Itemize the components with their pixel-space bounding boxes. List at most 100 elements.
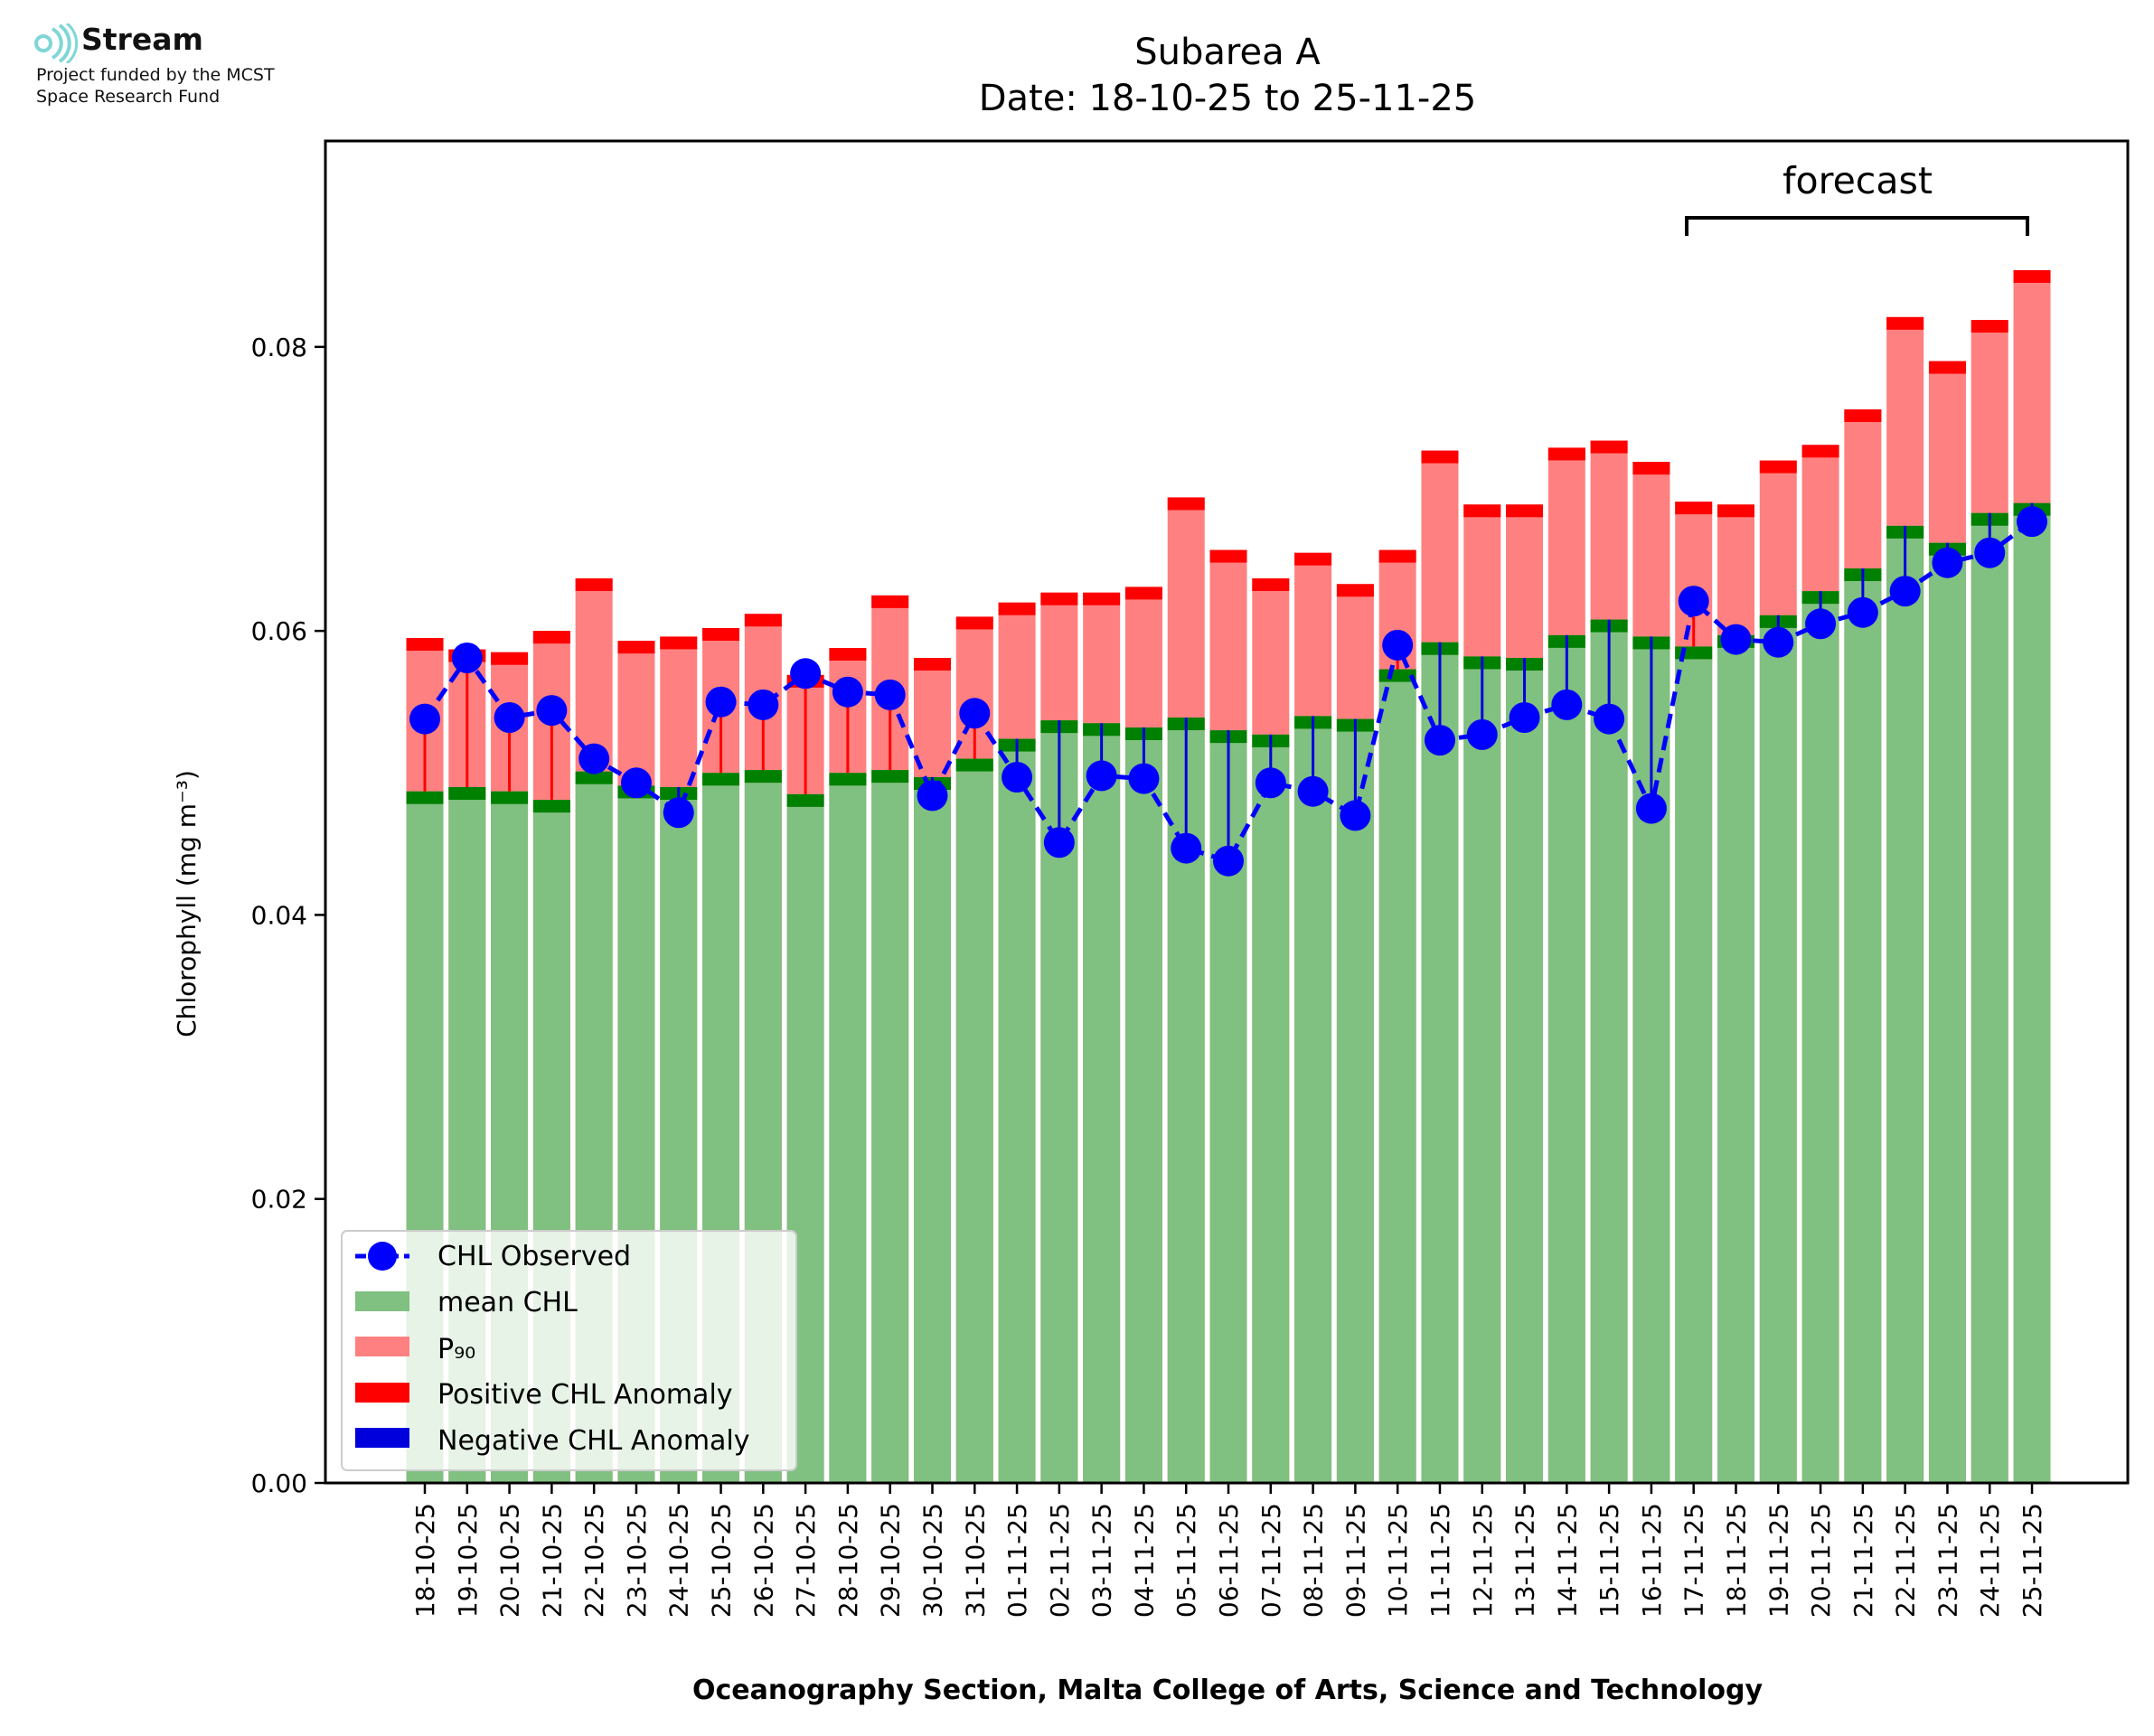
observed-point bbox=[917, 780, 948, 812]
mean-bar bbox=[1801, 591, 1839, 1483]
legend: CHL Observed mean CHL P₉₀ Positive CHL A… bbox=[341, 1230, 797, 1471]
p90-band bbox=[702, 628, 740, 641]
observed-point bbox=[1635, 793, 1667, 824]
chart-title: Subarea A bbox=[1134, 32, 1321, 73]
mean-bar bbox=[1083, 723, 1121, 1483]
legend-positive-swatch-icon bbox=[355, 1383, 409, 1403]
observed-point bbox=[748, 689, 779, 720]
bar-group-11-11-25 bbox=[1421, 450, 1459, 1484]
bar-group-14-11-25 bbox=[1547, 447, 1585, 1483]
p90-band bbox=[744, 614, 782, 627]
bar-group-31-10-25 bbox=[955, 616, 993, 1483]
y-tick-label: 0.06 bbox=[251, 616, 307, 646]
observed-point bbox=[1424, 725, 1455, 756]
observed-point bbox=[1340, 800, 1371, 831]
p90-band bbox=[1928, 361, 1966, 374]
forecast-label: forecast bbox=[1782, 159, 1933, 202]
y-axis: 0.00 0.02 0.04 0.06 0.08 bbox=[251, 333, 325, 1498]
mean-bar bbox=[1506, 658, 1544, 1483]
x-tick-label: 13-11-25 bbox=[1510, 1503, 1540, 1618]
legend-box bbox=[341, 1230, 797, 1471]
mean-bar bbox=[955, 758, 993, 1483]
bar-group-08-11-25 bbox=[1294, 552, 1332, 1483]
x-tick-label: 25-11-25 bbox=[2018, 1503, 2047, 1618]
bar-group-22-11-25 bbox=[1886, 316, 1924, 1483]
x-tick-label: 08-11-25 bbox=[1299, 1503, 1329, 1618]
p90-band bbox=[2013, 270, 2051, 283]
mean-bar bbox=[1294, 716, 1332, 1483]
x-tick-label: 18-10-25 bbox=[410, 1503, 440, 1618]
p90-band bbox=[913, 658, 951, 671]
p90-band bbox=[1971, 320, 2008, 333]
bar-group-09-11-25 bbox=[1336, 584, 1374, 1483]
x-tick-label: 24-11-25 bbox=[1975, 1503, 2005, 1618]
x-tick-label: 16-11-25 bbox=[1637, 1503, 1667, 1618]
y-tick-label: 0.08 bbox=[251, 333, 307, 362]
legend-item-positive: Positive CHL Anomaly bbox=[355, 1379, 733, 1411]
x-tick-label: 23-10-25 bbox=[622, 1503, 652, 1618]
p90-band bbox=[1252, 578, 1290, 591]
x-tick-label: 31-10-25 bbox=[960, 1503, 990, 1618]
p90-band bbox=[1421, 450, 1459, 464]
mean-band bbox=[786, 793, 824, 807]
legend-item-negative: Negative CHL Anomaly bbox=[355, 1425, 750, 1457]
p90-band bbox=[1759, 460, 1797, 474]
x-tick-label: 23-11-25 bbox=[1933, 1503, 1962, 1618]
p90-band bbox=[1886, 316, 1924, 330]
bar-group-07-11-25 bbox=[1252, 578, 1290, 1483]
stream-waves-icon bbox=[34, 23, 78, 63]
p90-band bbox=[1506, 504, 1544, 518]
legend-label-negative: Negative CHL Anomaly bbox=[437, 1425, 750, 1457]
observed-point bbox=[1002, 762, 1033, 793]
p90-band bbox=[1547, 447, 1585, 461]
mean-band bbox=[406, 791, 444, 804]
forecast-bracket bbox=[1685, 216, 2029, 236]
bar-group-15-11-25 bbox=[1590, 440, 1628, 1484]
p90-band bbox=[1590, 440, 1628, 454]
x-tick-label: 22-10-25 bbox=[579, 1503, 609, 1618]
observed-point bbox=[1297, 775, 1329, 807]
bar-group-28-10-25 bbox=[829, 648, 867, 1483]
bar-group-01-11-25 bbox=[998, 602, 1036, 1483]
observed-point bbox=[1086, 760, 1117, 792]
legend-label-mean: mean CHL bbox=[437, 1287, 578, 1318]
x-tick-label: 12-11-25 bbox=[1468, 1503, 1498, 1618]
mean-bar bbox=[1928, 542, 1966, 1483]
p90-band bbox=[871, 595, 909, 608]
mean-bar bbox=[1378, 669, 1416, 1483]
x-tick-label: 04-11-25 bbox=[1129, 1503, 1159, 1618]
bar-group-06-11-25 bbox=[1209, 549, 1247, 1483]
mean-bar bbox=[1971, 512, 2008, 1483]
x-tick-label: 18-11-25 bbox=[1721, 1503, 1751, 1618]
observed-point bbox=[1974, 537, 2006, 568]
mean-bar bbox=[913, 777, 951, 1483]
p90-band bbox=[575, 578, 613, 591]
bar-group-20-11-25 bbox=[1801, 445, 1839, 1484]
observed-point bbox=[1043, 827, 1075, 859]
p90-band bbox=[532, 631, 570, 644]
legend-item-mean: mean CHL bbox=[355, 1287, 578, 1318]
observed-point bbox=[1805, 608, 1837, 640]
axes-frame bbox=[324, 139, 2130, 1485]
bar-group-16-11-25 bbox=[1632, 462, 1670, 1484]
x-tick-label: 17-11-25 bbox=[1679, 1503, 1709, 1618]
observed-point bbox=[874, 679, 906, 710]
legend-item-p90: P₉₀ bbox=[355, 1334, 475, 1365]
p90-band bbox=[1378, 549, 1416, 563]
y-tick-label: 0.00 bbox=[251, 1469, 307, 1498]
x-tick-label: 20-10-25 bbox=[495, 1503, 525, 1618]
p90-band bbox=[1294, 552, 1332, 566]
bar-group-25-11-25 bbox=[2013, 270, 2051, 1483]
mean-band bbox=[491, 791, 529, 804]
logo-funding-line-2: Space Research Fund bbox=[36, 87, 221, 107]
mean-band bbox=[448, 787, 486, 800]
mean-band bbox=[702, 773, 740, 786]
observed-point bbox=[1551, 689, 1583, 720]
p90-band bbox=[1632, 462, 1670, 475]
mean-bar bbox=[2013, 502, 2051, 1483]
x-tick-label: 20-11-25 bbox=[1806, 1503, 1836, 1618]
p90-band bbox=[1463, 504, 1501, 518]
p90-band bbox=[1675, 502, 1713, 515]
x-tick-label: 22-11-25 bbox=[1891, 1503, 1921, 1618]
